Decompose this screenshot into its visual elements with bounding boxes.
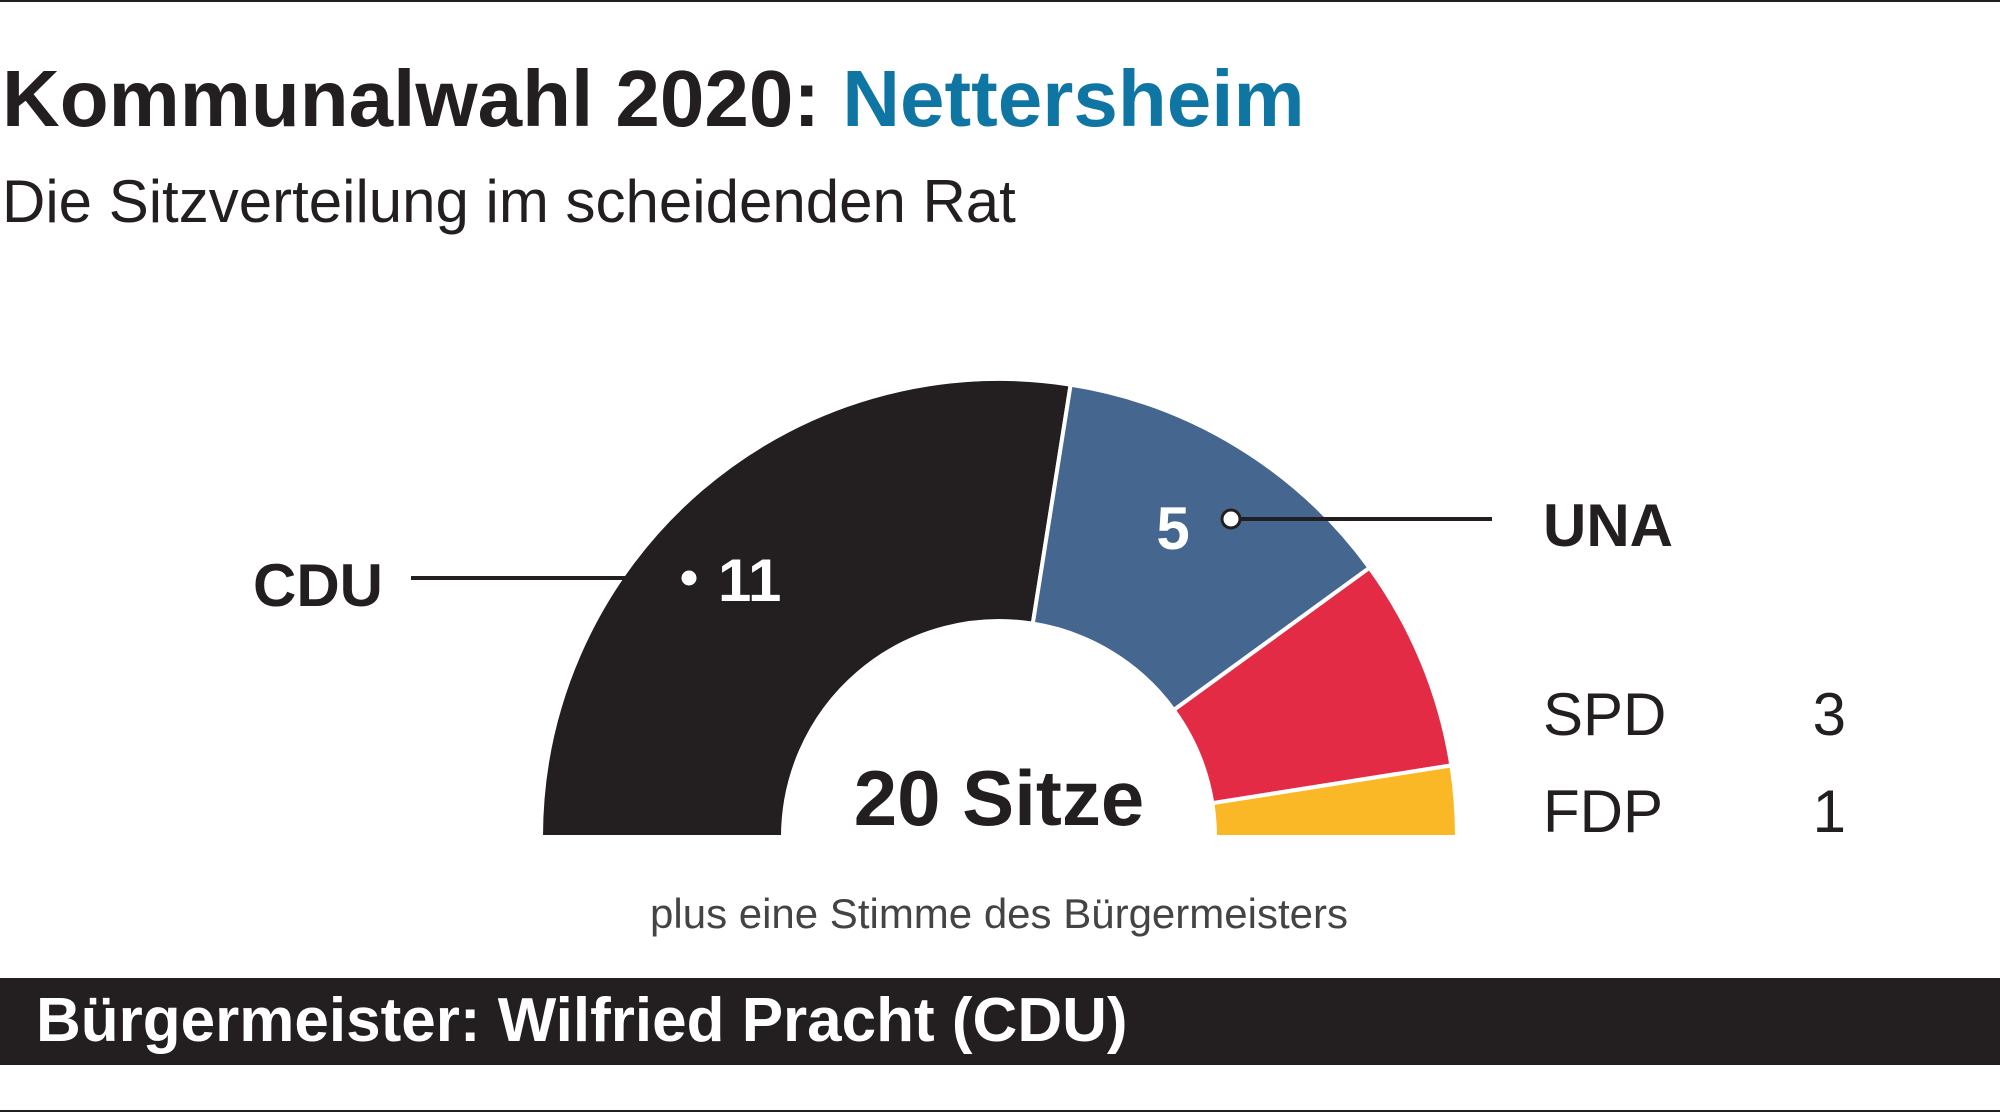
- footer: Bürgermeister: Wilfried Pracht (CDU): [36, 986, 1128, 1055]
- chart-title: Kommunalwahl 2020: Nettersheim: [2, 54, 1305, 143]
- leader-dot: [1220, 508, 1242, 530]
- legend-label: FDP: [1543, 778, 1663, 845]
- seat-segment: [1210, 763, 1460, 839]
- subtitle: Die Sitzverteilung im scheidenden Rat: [2, 168, 1016, 235]
- title-main: Kommunalwahl 2020:: [2, 54, 820, 143]
- center-label: 20 Sitze: [854, 754, 1144, 842]
- party-label: CDU: [253, 552, 383, 619]
- footer-bar: [0, 978, 2000, 1065]
- legend-value: 1: [1813, 778, 1846, 845]
- seat-segment: [538, 377, 1073, 839]
- legend-label: SPD: [1543, 681, 1666, 748]
- legend-value: 3: [1813, 681, 1846, 748]
- title-place: Nettersheim: [842, 54, 1304, 143]
- party-label: UNA: [1543, 492, 1673, 559]
- note: plus eine Stimme des Bürgermeisters: [650, 890, 1348, 937]
- seat-value: 11: [718, 547, 781, 614]
- seat-value: 5: [1156, 495, 1189, 562]
- leader-dot: [678, 567, 700, 589]
